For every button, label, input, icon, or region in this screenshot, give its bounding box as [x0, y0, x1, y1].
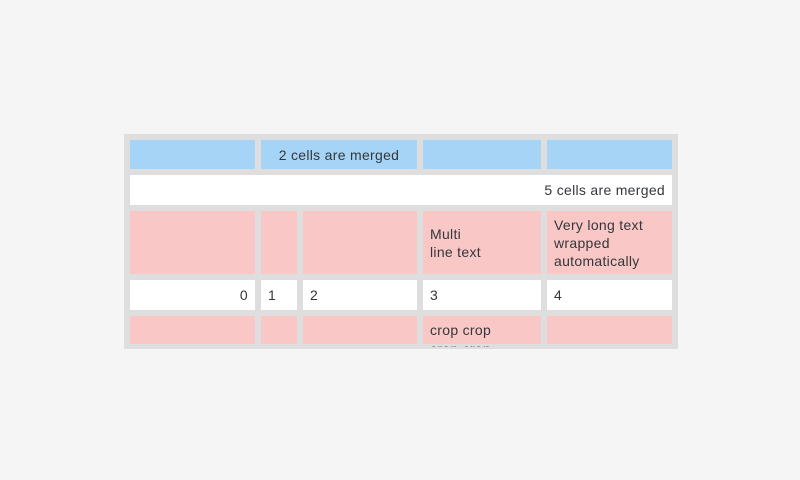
- cell-number-0[interactable]: 0: [130, 280, 255, 310]
- cell-r3c1[interactable]: [130, 211, 255, 274]
- merged-cell-2cols[interactable]: 2 cells are merged: [261, 140, 417, 169]
- table-grid: 2 cells are merged 5 cells are merged Mu…: [130, 140, 672, 347]
- table-widget: 2 cells are merged 5 cells are merged Mu…: [124, 134, 678, 349]
- cell-r1c4[interactable]: [423, 140, 541, 169]
- cell-text: 2 cells are merged: [278, 146, 400, 163]
- cell-multi-line-text[interactable]: Multi line text: [423, 211, 541, 274]
- cell-r1c5[interactable]: [547, 140, 672, 169]
- cell-number-2[interactable]: 2: [303, 280, 417, 310]
- cell-text: 3: [430, 287, 439, 303]
- cell-text: 1: [268, 287, 277, 303]
- cell-text: 5 cells are merged: [544, 182, 665, 198]
- cell-r5c2[interactable]: [261, 316, 297, 344]
- merged-cell-5cols[interactable]: 5 cells are merged: [130, 175, 672, 205]
- cell-r3c2[interactable]: [261, 211, 297, 274]
- cell-wrapped-text[interactable]: Very long text wrapped automatically: [547, 211, 672, 274]
- cell-number-4[interactable]: 4: [547, 280, 672, 310]
- cell-text: Multi line text: [430, 225, 481, 260]
- table-clip: 2 cells are merged 5 cells are merged Mu…: [130, 140, 672, 347]
- cell-r5c1[interactable]: [130, 316, 255, 344]
- cell-cropped-text[interactable]: crop crop crop crop: [423, 316, 541, 347]
- cell-r1c1[interactable]: [130, 140, 255, 169]
- cell-number-3[interactable]: 3: [423, 280, 541, 310]
- cell-r3c3[interactable]: [303, 211, 417, 274]
- cell-r5c3[interactable]: [303, 316, 417, 344]
- cell-r5c5[interactable]: [547, 316, 672, 344]
- cell-text: 2: [310, 287, 319, 303]
- cell-text: 4: [554, 287, 563, 303]
- cell-text: crop crop crop crop: [430, 322, 492, 347]
- cell-text: Very long text wrapped automatically: [554, 216, 644, 269]
- cell-text: 0: [239, 287, 248, 303]
- cell-number-1[interactable]: 1: [261, 280, 297, 310]
